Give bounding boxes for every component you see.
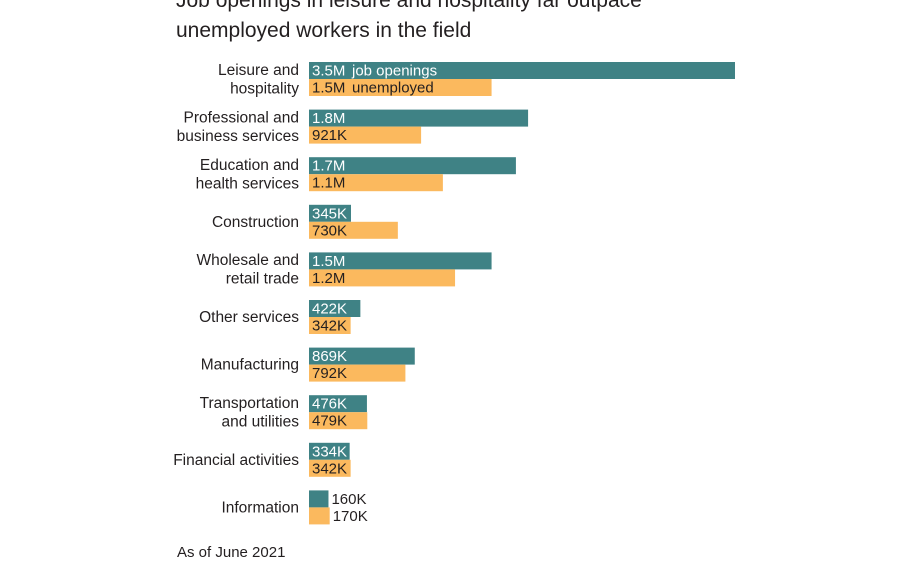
unemployed-bar [309, 412, 368, 430]
unemployed-value-label: 342K [312, 460, 347, 477]
job-openings-value-label: 3.5M [312, 63, 345, 80]
job-openings-value-label: 345K [312, 205, 347, 222]
job-openings-value-label: 1.5M [312, 253, 345, 270]
job-openings-bar [309, 109, 529, 127]
job-openings-value-label: 1.8M [312, 110, 345, 127]
unemployed-bar [309, 364, 406, 382]
unemployed-bar [309, 507, 330, 525]
job-openings-value-label: 422K [312, 301, 347, 318]
unemployed-value-label: 342K [312, 318, 347, 335]
category-label: Other services [199, 309, 299, 326]
job-openings-bar [309, 490, 329, 508]
unemployed-bar [309, 221, 398, 239]
category-label: Wholesale and retail trade [196, 252, 299, 288]
category-label: Information [221, 499, 299, 516]
unemployed-value-label: 1.1M [312, 175, 345, 192]
job-openings-value-label: 476K [312, 396, 347, 413]
unemployed-value-label: 170K [333, 508, 368, 525]
category-label: Construction [212, 214, 299, 231]
category-label: Leisure and hospitality [218, 62, 299, 98]
date-note: As of June 2021 [177, 544, 286, 561]
job-openings-value-label: 160K [331, 491, 366, 508]
job-openings-bar [309, 347, 415, 365]
unemployed-value-label: 792K [312, 365, 347, 382]
category-label: Professional and business services [177, 109, 300, 145]
category-label: Financial activities [173, 452, 299, 469]
job-openings-value-label: 1.7M [312, 158, 345, 175]
unemployed-bar [309, 126, 422, 144]
job-openings-bar [309, 300, 361, 317]
legend-unemployed: unemployed [352, 80, 434, 97]
unemployed-bar [309, 459, 351, 477]
unemployed-value-label: 730K [312, 222, 347, 239]
unemployed-bar [309, 317, 351, 334]
job-openings-bar [309, 62, 735, 79]
unemployed-value-label: 1.2M [312, 270, 345, 287]
unemployed-bar [309, 269, 456, 287]
job-openings-bar [309, 442, 350, 460]
unemployed-value-label: 1.5M [312, 80, 345, 97]
category-label: Education and health services [196, 157, 300, 193]
job-openings-value-label: 869K [312, 348, 347, 365]
unemployed-bar [309, 174, 443, 192]
category-label: Manufacturing [201, 357, 299, 374]
job-openings-bar [309, 252, 492, 270]
job-openings-value-label: 334K [312, 443, 347, 460]
unemployed-value-label: 479K [312, 413, 347, 430]
job-openings-bar [309, 395, 367, 413]
category-label: Transportation and utilities [200, 395, 300, 431]
job-openings-bar [309, 157, 516, 175]
job-openings-bar [309, 204, 351, 222]
legend-job-openings: job openings [351, 63, 437, 80]
unemployed-value-label: 921K [312, 127, 347, 144]
unemployed-bar [309, 79, 492, 96]
chart-title: Job openings in leisure and hospitality … [176, 0, 642, 42]
